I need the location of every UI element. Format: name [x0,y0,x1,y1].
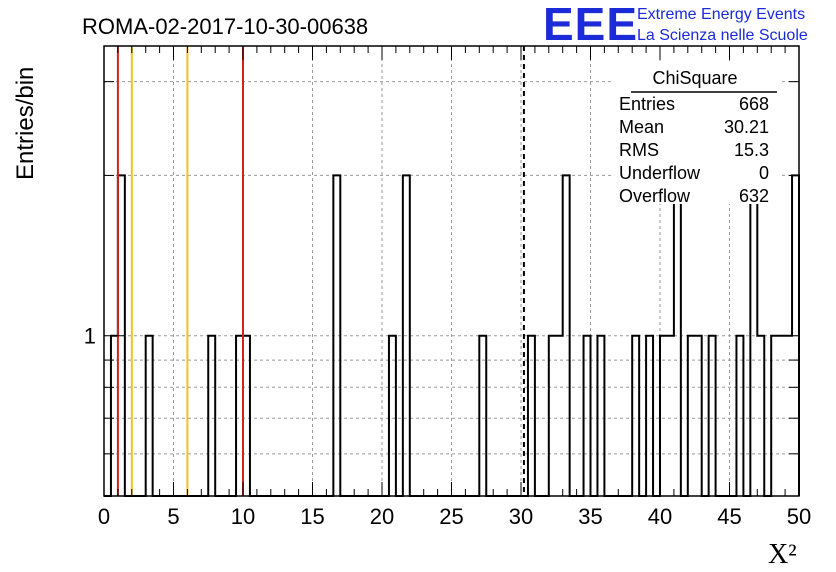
stats-box: ChiSquare Entries 668 Mean 30.21 RMS 15.3 Under… [611,64,779,206]
x-tick-label: 50 [787,504,811,529]
stats-row-value: 30.21 [724,117,769,137]
eee-logo-line2: La Scienza nelle Scuole [637,27,808,44]
stats-row-label: Mean [619,117,664,137]
x-tick-label: 25 [439,504,463,529]
stats-box-title: ChiSquare [652,68,737,88]
stats-row-value: 0 [759,163,769,183]
stats-row-label: Underflow [619,163,701,183]
reference-lines [116,46,525,496]
x-tick-label: 35 [578,504,602,529]
x-tick-label: 45 [717,504,741,529]
x-tick-label: 20 [370,504,394,529]
axis-ticks: 0 5 10 15 20 25 30 35 40 45 50 1 [84,46,811,529]
y-axis-label: Entries/bin [12,67,39,180]
stats-row-value: 632 [739,186,769,206]
eee-logo-line1: Extreme Energy Events [637,6,805,23]
x-tick-label: 10 [231,504,255,529]
eee-logo-mark: EEE [543,0,638,50]
x-tick-label: 5 [167,504,179,529]
x-tick-label: 30 [509,504,533,529]
y-tick-label: 1 [84,324,96,349]
stats-box-background [611,64,779,204]
stats-row-label: RMS [619,140,659,160]
grid-lines [104,46,799,496]
x-tick-label: 0 [98,504,110,529]
stats-row-label: Entries [619,94,675,114]
stats-row-value: 668 [739,94,769,114]
stats-row-value: 15.3 [734,140,769,160]
x-axis-label: X² [768,539,797,570]
x-tick-label: 40 [648,504,672,529]
eee-logo: EEE Extreme Energy Events La Scienza nel… [543,0,808,50]
x-tick-label: 15 [300,504,324,529]
chart-title: ROMA-02-2017-10-30-00638 [82,14,368,39]
stats-row-label: Overflow [619,186,691,206]
